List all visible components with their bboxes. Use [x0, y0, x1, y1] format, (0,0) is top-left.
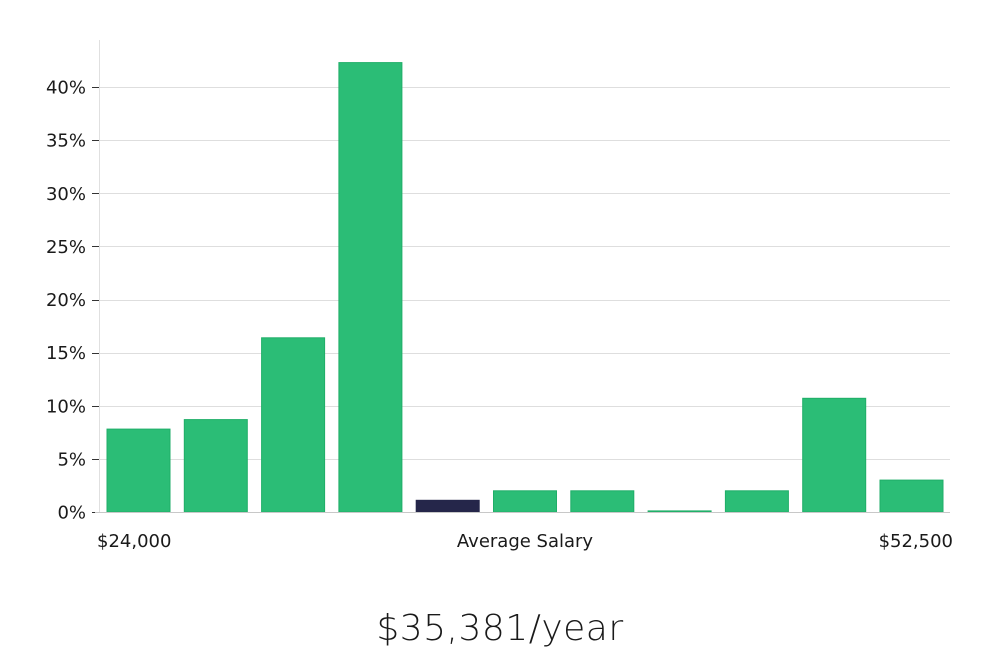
- bar: [261, 337, 326, 513]
- y-tick-label: 35%: [46, 131, 86, 152]
- gridlines: [100, 87, 950, 460]
- average-salary-value: $35,381/year: [376, 608, 624, 649]
- bar: [106, 428, 171, 513]
- bars: [106, 62, 944, 513]
- bar: [724, 490, 789, 513]
- y-tick-label: 30%: [46, 184, 86, 205]
- bar: [879, 479, 944, 513]
- bar: [647, 510, 712, 513]
- bar: [338, 62, 403, 513]
- x-axis-title: Average Salary: [457, 531, 594, 552]
- bar: [570, 490, 635, 513]
- y-tick-label: 5%: [57, 449, 86, 470]
- y-tick-label: 25%: [46, 237, 86, 258]
- y-tick-label: 15%: [46, 343, 86, 364]
- bar: [493, 490, 557, 513]
- y-tick-label: 40%: [46, 78, 86, 99]
- bar-highlighted: [415, 499, 480, 513]
- y-axis-ticks: 0% 5% 10% 15% 20% 25% 30% 35% 40%: [46, 78, 99, 524]
- x-min-label: $24,000: [97, 531, 171, 552]
- y-tick-label: 20%: [46, 290, 86, 311]
- bar: [183, 419, 248, 513]
- y-tick-label: 0%: [57, 503, 86, 524]
- bar: [802, 397, 867, 513]
- salary-histogram: 0% 5% 10% 15% 20% 25% 30% 35% 40% $24,000 Averag…: [46, 40, 953, 552]
- y-tick-label: 10%: [46, 396, 86, 417]
- x-max-label: $52,500: [879, 531, 953, 552]
